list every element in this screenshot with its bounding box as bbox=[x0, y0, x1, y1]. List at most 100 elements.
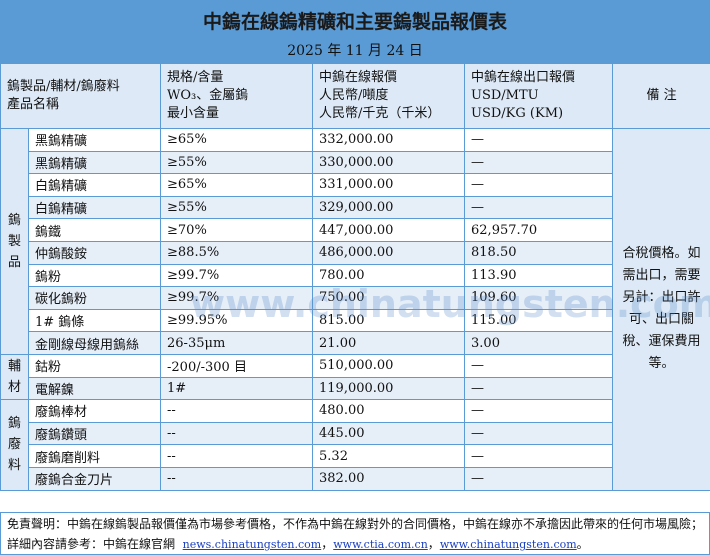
table-row: 鎢製品 黑鎢精礦 ≥65% 332,000.00— 合稅價格。如需出口，需要另計：出口許… bbox=[0, 128, 710, 491]
header-text: 中鎢在線出口報價 bbox=[471, 70, 576, 85]
group-text: 鎢廢料 bbox=[7, 416, 21, 474]
price-usd: — bbox=[464, 399, 614, 423]
table-row: 鎢廢料 廢鎢棒材 -- 480.00— bbox=[0, 399, 710, 491]
price-cny: 331,000.00 bbox=[312, 173, 466, 197]
header-note: 備 注 bbox=[612, 63, 710, 129]
price-usd: — bbox=[464, 376, 614, 401]
product-name: 仲鎢酸銨 bbox=[27, 240, 162, 265]
spec: ≥70% bbox=[160, 218, 314, 242]
spec: ≥55% bbox=[160, 150, 314, 175]
product-name: 白鎢精礦 bbox=[27, 173, 162, 197]
table-row: 白鎢精礦 ≥55% 329,000.00— bbox=[1, 195, 710, 220]
product-name: 黑鎢精礦 bbox=[27, 128, 162, 152]
product-name: 廢鎢合金刀片 bbox=[27, 466, 162, 491]
spec: -- bbox=[160, 399, 314, 423]
price-usd: — bbox=[464, 353, 614, 378]
price-cny: 447,000.00 bbox=[312, 218, 466, 242]
spec: -200/-300 目 bbox=[160, 353, 314, 378]
spec: ≥55% bbox=[160, 195, 314, 220]
group-label: 鎢製品 bbox=[0, 128, 29, 355]
table-row: 白鎢精礦 ≥65% 331,000.00— bbox=[1, 173, 710, 197]
group-text: 鎢製品 bbox=[7, 212, 21, 270]
price-cny: 510,000.00 bbox=[312, 353, 466, 378]
header-export: 中鎢在線出口報價 USD/MTU USD/KG (KM) bbox=[464, 63, 614, 129]
product-name: 白鎢精礦 bbox=[27, 195, 162, 220]
table-row: 碳化鎢粉 ≥99.7% 750.00 109.60 bbox=[1, 286, 710, 310]
page-title: 中鎢在線鎢精礦和主要鎢製品報價表 bbox=[0, 0, 710, 40]
header-text: 中鎢在線報價 bbox=[319, 70, 398, 85]
price-cny: 329,000.00 bbox=[312, 195, 466, 220]
remarks-text: 合稅價格。如需出口，需要另計：出口許可、出口關稅、運保費用等。 bbox=[622, 246, 701, 372]
group-label: 鎢廢料 bbox=[0, 399, 29, 491]
spec: ≥65% bbox=[160, 128, 314, 152]
reference-label: 詳細內容請參考：中鎢在線官網 bbox=[7, 537, 176, 551]
price-usd: — bbox=[464, 128, 614, 152]
product-name: 碳化鎢粉 bbox=[27, 286, 162, 310]
separator: ， bbox=[427, 537, 440, 551]
header-text: 人民幣/噸度 bbox=[319, 88, 389, 103]
product-name: 廢鎢磨削料 bbox=[27, 444, 162, 468]
price-usd: 109.60 bbox=[464, 286, 614, 310]
footer: 免責聲明：中鎢在線鎢製品報價僅為市場參考價格，不作為中鎢在線對外的合同價格，中鎢… bbox=[0, 512, 710, 555]
price-cny: 780.00 bbox=[312, 263, 466, 288]
price-table: 鎢製品/輔材/鎢廢料 產品名稱 規格/含量 WO₃、金屬鎢 最小含量 中鎢在線報價 人民… bbox=[0, 63, 710, 491]
table-row: 仲鎢酸銨 ≥88.5% 486,000.00 818.50 bbox=[1, 240, 710, 265]
price-usd: 818.50 bbox=[464, 240, 614, 265]
price-usd: — bbox=[464, 195, 614, 220]
price-cny: 445.00 bbox=[312, 421, 466, 446]
header-text: WO₃、金屬鎢 bbox=[167, 88, 249, 103]
header-text: USD/MTU bbox=[471, 88, 539, 103]
link-chinatungsten[interactable]: www.chinatungsten.com bbox=[439, 538, 577, 551]
period: 。 bbox=[576, 537, 589, 551]
price-usd: 62,957.70 bbox=[464, 218, 614, 242]
price-usd: 3.00 bbox=[464, 331, 614, 355]
header-text: 產品名稱 bbox=[7, 97, 60, 112]
spec: ≥65% bbox=[160, 173, 314, 197]
spec: ≥99.7% bbox=[160, 286, 314, 310]
table-row: 廢鎢合金刀片 -- 382.00— bbox=[1, 466, 710, 491]
price-cny: 382.00 bbox=[312, 466, 466, 491]
link-ctia[interactable]: www.ctia.com.cn bbox=[333, 538, 428, 551]
header-text: 規格/含量 bbox=[167, 70, 224, 85]
price-cny: 119,000.00 bbox=[312, 376, 466, 401]
header-text: 最小含量 bbox=[167, 106, 220, 121]
price-usd: — bbox=[464, 173, 614, 197]
spec: ≥99.7% bbox=[160, 263, 314, 288]
price-usd: — bbox=[464, 421, 614, 446]
product-name: 鎢鐵 bbox=[27, 218, 162, 242]
price-usd: — bbox=[464, 150, 614, 175]
table-row: 黑鎢精礦 ≥55% 330,000.00— bbox=[1, 150, 710, 175]
header-spec: 規格/含量 WO₃、金屬鎢 最小含量 bbox=[160, 63, 314, 129]
price-cny: 486,000.00 bbox=[312, 240, 466, 265]
product-name: 黑鎢精礦 bbox=[27, 150, 162, 175]
price-cny: 750.00 bbox=[312, 286, 466, 310]
spec: ≥88.5% bbox=[160, 240, 314, 265]
price-cny: 332,000.00 bbox=[312, 128, 466, 152]
remarks: 合稅價格。如需出口，需要另計：出口許可、出口關稅、運保費用等。 bbox=[612, 128, 710, 491]
spec: ≥99.95% bbox=[160, 308, 314, 333]
product-name: 電解鎳 bbox=[27, 376, 162, 401]
link-news[interactable]: news.chinatungsten.com bbox=[182, 538, 322, 551]
price-usd: 113.90 bbox=[464, 263, 614, 288]
table-row: 廢鎢磨削料 -- 5.32— bbox=[1, 444, 710, 468]
header-text: 鎢製品/輔材/鎢廢料 bbox=[7, 79, 120, 94]
product-name: 1# 鎢條 bbox=[27, 308, 162, 333]
header-product: 鎢製品/輔材/鎢廢料 產品名稱 bbox=[0, 63, 162, 129]
table-row: 電解鎳 1# 119,000.00— bbox=[1, 376, 710, 401]
spec: 26-35μm bbox=[160, 331, 314, 355]
spec: 1# bbox=[160, 376, 314, 401]
group-label: 輔材 bbox=[0, 353, 29, 401]
report-date: 2025 年 11 月 24 日 bbox=[0, 40, 710, 63]
table-row: 廢鎢鑽頭 -- 445.00— bbox=[1, 421, 710, 446]
table-row: 金剛線母線用鎢絲 26-35μm 21.00 3.00 bbox=[1, 331, 710, 355]
header-text: 人民幣/千克（千米） bbox=[319, 106, 441, 121]
header-row: 鎢製品/輔材/鎢廢料 產品名稱 規格/含量 WO₃、金屬鎢 最小含量 中鎢在線報價 人民… bbox=[0, 63, 710, 129]
product-name: 廢鎢棒材 bbox=[27, 399, 162, 423]
disclaimer: 免責聲明：中鎢在線鎢製品報價僅為市場參考價格，不作為中鎢在線對外的合同價格，中鎢… bbox=[7, 517, 704, 531]
price-cny: 5.32 bbox=[312, 444, 466, 468]
product-name: 金剛線母線用鎢絲 bbox=[27, 331, 162, 355]
spec: -- bbox=[160, 421, 314, 446]
price-cny: 480.00 bbox=[312, 399, 466, 423]
table-row: 鎢鐵 ≥70% 447,000.00 62,957.70 bbox=[1, 218, 710, 242]
price-cny: 815.00 bbox=[312, 308, 466, 333]
